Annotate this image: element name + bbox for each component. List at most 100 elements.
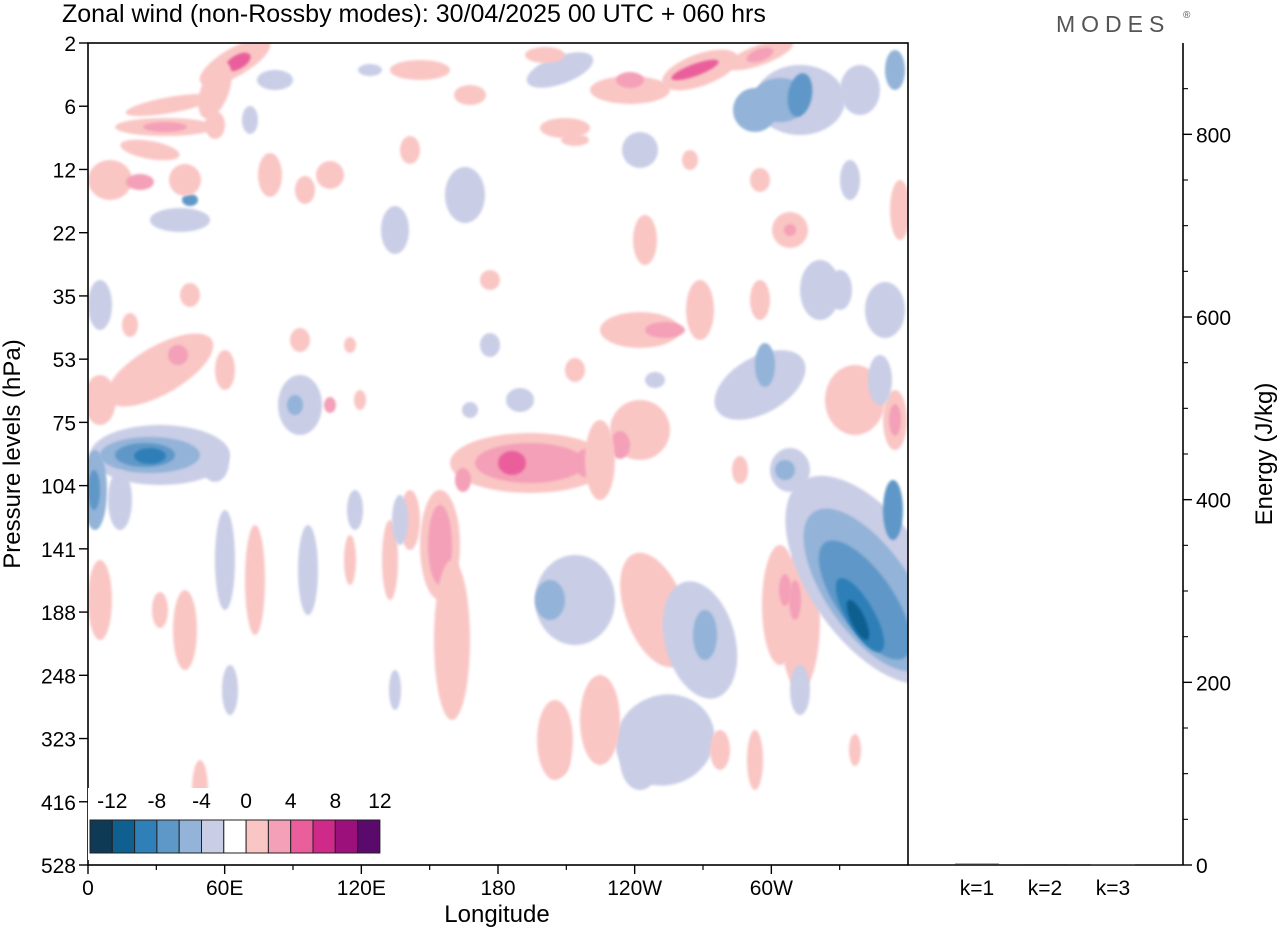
contour-blob: [287, 395, 303, 415]
contour-blob: [686, 280, 714, 340]
contour-blob: [733, 88, 777, 132]
contour-blob: [775, 460, 795, 480]
contour-blob: [400, 136, 420, 164]
contour-blob: [152, 592, 168, 628]
x-tick-label: 60E: [206, 877, 243, 900]
contour-blob: [889, 404, 901, 436]
contour-blob: [198, 61, 232, 119]
contour-blob: [645, 372, 665, 388]
contour-blob: [784, 224, 796, 236]
contour-blob: [732, 456, 748, 484]
colorbar-cell: [267, 819, 292, 854]
contour-blob: [890, 180, 908, 240]
contour-blob: [168, 345, 188, 365]
contour-blob: [182, 194, 198, 206]
contour-blob: [150, 208, 210, 232]
energy-axis-label: Energy (J/kg): [1251, 383, 1278, 526]
y-tick-label: 248: [41, 665, 76, 688]
contour-blob: [714, 350, 806, 420]
contour-blob: [134, 448, 166, 464]
y-tick-label: 141: [41, 539, 76, 562]
colorbar-cell: [223, 819, 247, 854]
contour-blob: [535, 580, 565, 620]
contour-blob: [88, 470, 100, 510]
y-tick-label: 416: [41, 792, 76, 815]
colorbar-cell: [156, 819, 180, 854]
contour-blob: [779, 574, 791, 606]
energy-category-label: k=2: [1028, 877, 1062, 900]
energy-bars: k=1 k=2 k=3: [955, 863, 1135, 900]
contour-blob: [540, 118, 590, 138]
contour-blob: [445, 167, 485, 223]
contour-blob: [316, 161, 344, 189]
contour-blob: [225, 52, 251, 72]
contour-blob: [120, 139, 180, 161]
contour-blob: [846, 599, 870, 641]
y-tick-label: 35: [53, 286, 76, 309]
x-tick-label: 60W: [750, 877, 793, 900]
contour-blob: [358, 64, 382, 76]
colorbar-cell: [357, 819, 381, 854]
colorbar-label: 4: [285, 790, 297, 813]
contour-blob: [498, 451, 526, 475]
contour-blob: [525, 47, 565, 63]
contour-blob: [622, 132, 658, 168]
colorbar-cell: [89, 819, 113, 854]
contour-blob: [790, 665, 810, 715]
contour-blob: [671, 59, 719, 81]
contour-blob: [590, 76, 670, 104]
energy-y-axis: 0 200 400 600 800: [1183, 88, 1231, 878]
contour-blob: [108, 470, 132, 530]
contour-blob: [143, 122, 187, 132]
contour-blob: [455, 468, 471, 492]
contour-blob: [550, 744, 570, 776]
contour-blob: [324, 397, 336, 413]
contour-blob: [290, 328, 310, 352]
contour-blob: [354, 390, 366, 410]
colorbar-label: -12: [97, 790, 127, 813]
energy-tick-label: 600: [1196, 307, 1231, 330]
contour-blob: [434, 560, 470, 720]
y-tick-label: 12: [53, 159, 76, 182]
energy-bar: [1091, 864, 1135, 866]
contour-blob: [585, 420, 615, 500]
contour-blob: [88, 560, 112, 640]
contour-blob: [693, 610, 717, 660]
energy-bar: [955, 863, 999, 865]
contour-blob: [849, 734, 861, 766]
contour-blob: [868, 355, 892, 405]
contour-blob: [215, 510, 235, 610]
colorbar-cell: [178, 819, 202, 854]
colorbar-cell: [111, 819, 136, 854]
contour-blob: [865, 282, 905, 338]
energy-bar: [1023, 864, 1067, 865]
contour-blob: [382, 520, 398, 600]
colorbar-cell: [334, 819, 359, 854]
colorbar-label: 0: [240, 790, 252, 813]
contour-blob: [381, 206, 409, 254]
contour-blob: [122, 313, 138, 337]
contour-blob: [242, 106, 258, 134]
contour-blob: [344, 337, 356, 353]
contour-blob: [173, 590, 197, 670]
contour-blob: [169, 164, 201, 196]
colorbar-cell: [134, 819, 158, 854]
y-tick-label: 323: [41, 729, 76, 752]
contour-blob: [390, 60, 450, 80]
y-tick-label: 188: [41, 602, 76, 625]
colorbar-label: -8: [148, 790, 167, 813]
x-tick-label: 0: [82, 877, 94, 900]
x-axis-label: Longitude: [444, 901, 549, 928]
contour-blob: [258, 153, 282, 197]
contour-blob: [454, 85, 486, 105]
colorbar: -12 -8 -4 0 4 8 12: [88, 788, 392, 860]
contour-blob: [750, 168, 770, 192]
x-tick-label: 180: [480, 877, 515, 900]
contour-blob: [88, 280, 112, 330]
contour-blob: [840, 65, 880, 115]
energy-category-label: k=1: [960, 877, 994, 900]
y-tick-label: 2: [64, 33, 76, 56]
chart-title: Zonal wind (non-Rossby modes): 30/04/202…: [62, 0, 766, 28]
contour-blob: [885, 50, 905, 90]
energy-tick-label: 400: [1196, 490, 1231, 513]
